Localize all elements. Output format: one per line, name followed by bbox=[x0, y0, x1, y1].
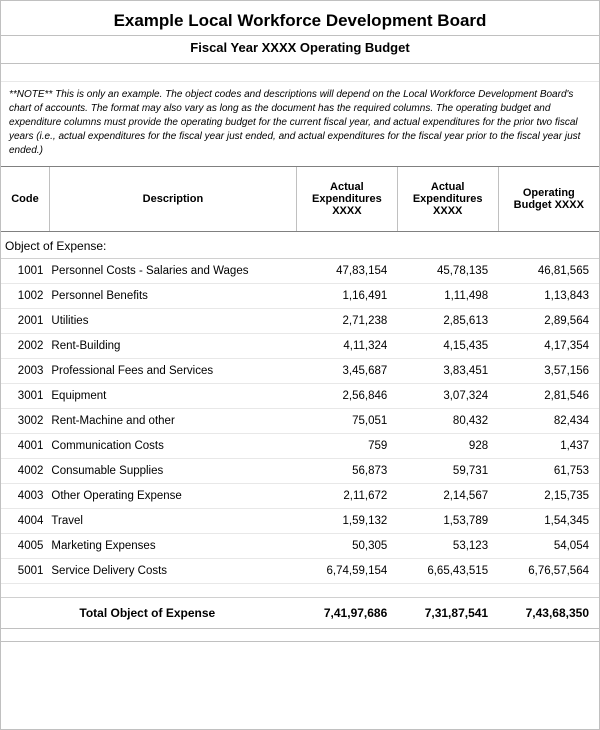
cell-description: Equipment bbox=[49, 384, 296, 409]
cell-budget: 2,89,564 bbox=[498, 309, 599, 334]
table-row: 1001Personnel Costs - Salaries and Wages… bbox=[1, 259, 599, 284]
table-row: 2003Professional Fees and Services3,45,6… bbox=[1, 359, 599, 384]
cell-actual2: 80,432 bbox=[397, 409, 498, 434]
cell-code: 5001 bbox=[1, 559, 49, 584]
col-header-actual2: Actual Expenditures XXXX bbox=[397, 167, 498, 232]
table-row: 4004Travel1,59,1321,53,7891,54,345 bbox=[1, 509, 599, 534]
bottom-line bbox=[1, 629, 599, 642]
cell-actual1: 3,45,687 bbox=[296, 359, 397, 384]
note-text: **NOTE** This is only an example. The ob… bbox=[1, 82, 599, 166]
budget-table: Code Description Actual Expenditures XXX… bbox=[1, 166, 599, 642]
cell-actual2: 45,78,135 bbox=[397, 259, 498, 284]
cell-actual2: 6,65,43,515 bbox=[397, 559, 498, 584]
table-row: 4003Other Operating Expense2,11,6722,14,… bbox=[1, 484, 599, 509]
document-subtitle: Fiscal Year XXXX Operating Budget bbox=[1, 36, 599, 64]
cell-budget: 61,753 bbox=[498, 459, 599, 484]
cell-description: Professional Fees and Services bbox=[49, 359, 296, 384]
cell-actual2: 53,123 bbox=[397, 534, 498, 559]
col-header-description: Description bbox=[49, 167, 296, 232]
table-row: 2001Utilities2,71,2382,85,6132,89,564 bbox=[1, 309, 599, 334]
table-row: 3002Rent-Machine and other75,05180,43282… bbox=[1, 409, 599, 434]
cell-actual2: 2,85,613 bbox=[397, 309, 498, 334]
total-actual2: 7,31,87,541 bbox=[397, 598, 498, 629]
cell-description: Utilities bbox=[49, 309, 296, 334]
col-header-code: Code bbox=[1, 167, 49, 232]
cell-actual1: 6,74,59,154 bbox=[296, 559, 397, 584]
cell-actual2: 2,14,567 bbox=[397, 484, 498, 509]
cell-code: 3001 bbox=[1, 384, 49, 409]
cell-actual1: 75,051 bbox=[296, 409, 397, 434]
cell-description: Rent-Building bbox=[49, 334, 296, 359]
cell-code: 4001 bbox=[1, 434, 49, 459]
cell-description: Communication Costs bbox=[49, 434, 296, 459]
cell-description: Marketing Expenses bbox=[49, 534, 296, 559]
table-row: 2002Rent-Building4,11,3244,15,4354,17,35… bbox=[1, 334, 599, 359]
cell-actual1: 2,11,672 bbox=[296, 484, 397, 509]
section-header-row: Object of Expense: bbox=[1, 232, 599, 259]
table-row: 3001Equipment2,56,8463,07,3242,81,546 bbox=[1, 384, 599, 409]
cell-code: 1001 bbox=[1, 259, 49, 284]
cell-budget: 1,437 bbox=[498, 434, 599, 459]
col-header-budget: Operating Budget XXXX bbox=[498, 167, 599, 232]
cell-code: 2002 bbox=[1, 334, 49, 359]
cell-description: Consumable Supplies bbox=[49, 459, 296, 484]
cell-description: Rent-Machine and other bbox=[49, 409, 296, 434]
cell-actual2: 928 bbox=[397, 434, 498, 459]
cell-actual1: 2,56,846 bbox=[296, 384, 397, 409]
cell-code: 4002 bbox=[1, 459, 49, 484]
cell-actual2: 4,15,435 bbox=[397, 334, 498, 359]
cell-code: 4003 bbox=[1, 484, 49, 509]
cell-description: Personnel Costs - Salaries and Wages bbox=[49, 259, 296, 284]
cell-actual1: 56,873 bbox=[296, 459, 397, 484]
cell-budget: 46,81,565 bbox=[498, 259, 599, 284]
cell-actual2: 59,731 bbox=[397, 459, 498, 484]
cell-budget: 2,81,546 bbox=[498, 384, 599, 409]
table-row: 4002Consumable Supplies56,87359,73161,75… bbox=[1, 459, 599, 484]
cell-actual1: 2,71,238 bbox=[296, 309, 397, 334]
cell-budget: 2,15,735 bbox=[498, 484, 599, 509]
cell-code: 2001 bbox=[1, 309, 49, 334]
spacer-row bbox=[1, 584, 599, 598]
table-row: 4001Communication Costs7599281,437 bbox=[1, 434, 599, 459]
cell-actual1: 47,83,154 bbox=[296, 259, 397, 284]
cell-budget: 1,54,345 bbox=[498, 509, 599, 534]
table-row: 5001Service Delivery Costs6,74,59,1546,6… bbox=[1, 559, 599, 584]
cell-code: 4004 bbox=[1, 509, 49, 534]
cell-actual1: 4,11,324 bbox=[296, 334, 397, 359]
cell-actual1: 1,16,491 bbox=[296, 284, 397, 309]
total-budget: 7,43,68,350 bbox=[498, 598, 599, 629]
table-row: 1002Personnel Benefits1,16,4911,11,4981,… bbox=[1, 284, 599, 309]
total-label: Total Object of Expense bbox=[49, 598, 296, 629]
cell-budget: 82,434 bbox=[498, 409, 599, 434]
cell-code: 4005 bbox=[1, 534, 49, 559]
cell-actual1: 759 bbox=[296, 434, 397, 459]
cell-description: Service Delivery Costs bbox=[49, 559, 296, 584]
header-row: Code Description Actual Expenditures XXX… bbox=[1, 167, 599, 232]
cell-actual1: 50,305 bbox=[296, 534, 397, 559]
total-row: Total Object of Expense7,41,97,6867,31,8… bbox=[1, 598, 599, 629]
cell-budget: 3,57,156 bbox=[498, 359, 599, 384]
cell-budget: 1,13,843 bbox=[498, 284, 599, 309]
cell-actual1: 1,59,132 bbox=[296, 509, 397, 534]
cell-actual2: 3,07,324 bbox=[397, 384, 498, 409]
cell-code: 3002 bbox=[1, 409, 49, 434]
document-title: Example Local Workforce Development Boar… bbox=[1, 1, 599, 36]
section-header: Object of Expense: bbox=[1, 232, 599, 259]
cell-actual2: 1,11,498 bbox=[397, 284, 498, 309]
cell-actual2: 3,83,451 bbox=[397, 359, 498, 384]
cell-description: Personnel Benefits bbox=[49, 284, 296, 309]
total-actual1: 7,41,97,686 bbox=[296, 598, 397, 629]
cell-description: Travel bbox=[49, 509, 296, 534]
budget-document: Example Local Workforce Development Boar… bbox=[0, 0, 600, 730]
cell-budget: 54,054 bbox=[498, 534, 599, 559]
cell-code: 2003 bbox=[1, 359, 49, 384]
cell-budget: 4,17,354 bbox=[498, 334, 599, 359]
cell-description: Other Operating Expense bbox=[49, 484, 296, 509]
cell-code: 1002 bbox=[1, 284, 49, 309]
spacer bbox=[1, 64, 599, 82]
cell-budget: 6,76,57,564 bbox=[498, 559, 599, 584]
col-header-actual1: Actual Expenditures XXXX bbox=[296, 167, 397, 232]
table-row: 4005Marketing Expenses50,30553,12354,054 bbox=[1, 534, 599, 559]
cell-actual2: 1,53,789 bbox=[397, 509, 498, 534]
